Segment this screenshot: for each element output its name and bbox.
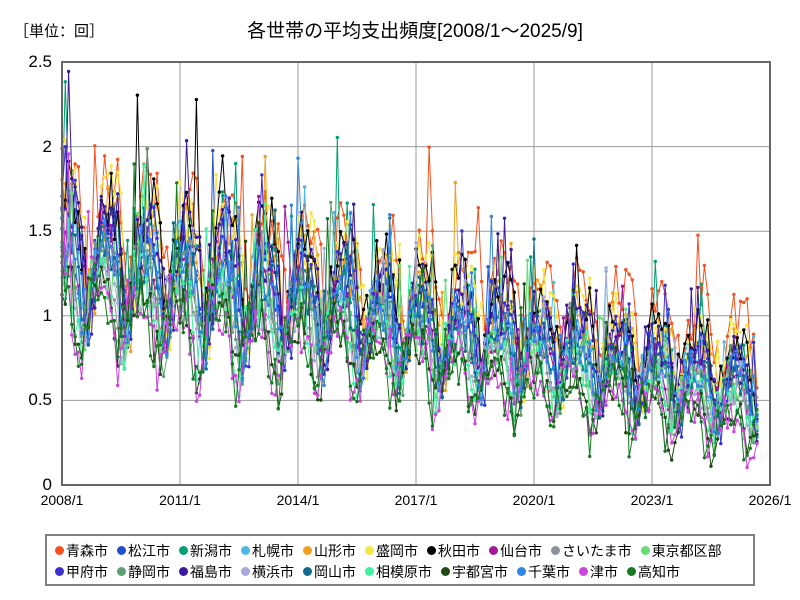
- legend-label: 福島市: [190, 563, 232, 580]
- legend-row: 青森市 松江市 新潟市 札幌市 山形市 盛岡市 秋田市 仙台市 さいたま市 東京都区部: [55, 540, 747, 561]
- legend-marker-icon: [117, 546, 126, 555]
- data-series: [60, 162, 759, 462]
- legend-marker-icon: [365, 567, 374, 576]
- legend-marker-icon: [441, 567, 450, 576]
- legend-label: 札幌市: [252, 542, 294, 559]
- legend-item[interactable]: 山形市: [303, 544, 356, 558]
- legend-marker-icon: [640, 546, 650, 555]
- legend-label: 甲府市: [66, 563, 108, 580]
- chart-title: 各世帯の平均支出頻度[2008/1〜2025/9]: [247, 21, 583, 42]
- legend-label: 千葉市: [528, 563, 570, 580]
- x-axis-tick-label: 2008/1: [40, 492, 84, 508]
- x-axis-tick-label: 2017/1: [394, 492, 438, 508]
- legend-label: 松江市: [128, 542, 170, 559]
- legend-label: 東京都区部: [651, 542, 722, 559]
- legend-label: 岡山市: [314, 563, 356, 580]
- series-layer: [60, 69, 759, 470]
- legend-marker-icon: [179, 567, 188, 576]
- legend-marker-icon: [551, 546, 560, 555]
- legend-item[interactable]: 札幌市: [241, 544, 294, 558]
- legend-label: 宇都宮市: [452, 563, 508, 580]
- legend-item[interactable]: 新潟市: [179, 544, 232, 558]
- legend-item[interactable]: 静岡市: [117, 565, 170, 579]
- legend-item[interactable]: さいたま市: [551, 544, 632, 558]
- legend-item[interactable]: 青森市: [55, 544, 108, 558]
- legend-label: 高知市: [638, 563, 680, 580]
- plot-frame: [61, 61, 771, 486]
- legend-item[interactable]: 千葉市: [517, 565, 570, 579]
- legend-item[interactable]: 横浜市: [241, 565, 294, 579]
- legend-label: 静岡市: [128, 563, 170, 580]
- legend-marker-icon: [303, 567, 312, 576]
- legend-item[interactable]: 津市: [579, 565, 618, 579]
- legend-marker-icon: [179, 546, 188, 555]
- legend-marker-icon: [241, 567, 250, 576]
- x-axis-tick-label: 2026/1: [748, 492, 792, 508]
- legend-label: 山形市: [314, 542, 356, 559]
- y-axis-tick-label: 2.5: [28, 52, 52, 71]
- legend-label: 秋田市: [438, 542, 480, 559]
- unit-label: ［単位：回］: [14, 23, 105, 40]
- legend-marker-icon: [517, 567, 526, 576]
- y-axis-tick-label: 1.5: [28, 221, 52, 241]
- legend-item[interactable]: 盛岡市: [365, 544, 418, 558]
- legend-label: さいたま市: [562, 542, 632, 559]
- legend-marker-icon: [303, 546, 312, 555]
- legend-marker-icon: [365, 546, 374, 555]
- y-axis-tick-label: 2: [42, 136, 52, 156]
- legend-item[interactable]: 高知市: [627, 565, 680, 579]
- legend-item[interactable]: 松江市: [117, 544, 170, 558]
- legend-label: 盛岡市: [376, 542, 418, 559]
- legend-label: 相模原市: [376, 563, 432, 580]
- legend-label: 津市: [590, 563, 618, 580]
- legend-marker-icon: [55, 546, 64, 555]
- x-axis-tick-label: 2023/1: [630, 492, 674, 508]
- legend-item[interactable]: 甲府市: [55, 565, 108, 579]
- legend-item[interactable]: 福島市: [179, 565, 232, 579]
- legend-item[interactable]: 岡山市: [303, 565, 356, 579]
- x-axis-tick-label: 2020/1: [512, 492, 556, 508]
- legend-marker-icon: [241, 546, 250, 555]
- legend-label: 仙台市: [500, 542, 542, 559]
- legend: 青森市 松江市 新潟市 札幌市 山形市 盛岡市 秋田市 仙台市 さいたま市 東京都区部 甲府市 静岡…: [45, 534, 755, 586]
- legend-label: 横浜市: [252, 563, 294, 580]
- legend-item[interactable]: 相模原市: [365, 565, 432, 579]
- legend-item[interactable]: 東京都区部: [640, 542, 722, 559]
- legend-marker-icon: [579, 567, 588, 576]
- legend-marker-icon: [427, 546, 436, 555]
- legend-label: 新潟市: [190, 542, 232, 559]
- legend-marker-icon: [627, 567, 636, 576]
- x-axis-tick-label: 2014/1: [276, 492, 320, 508]
- legend-marker-icon: [55, 567, 64, 576]
- y-axis-tick-label: 0: [42, 475, 52, 494]
- legend-marker-icon: [489, 546, 498, 555]
- x-axis-tick-label: 2011/1: [159, 492, 201, 508]
- legend-item[interactable]: 仙台市: [489, 544, 542, 558]
- legend-label: 青森市: [66, 542, 108, 559]
- y-axis-tick-label: 0.5: [28, 390, 52, 410]
- legend-row: 甲府市 静岡市 福島市 横浜市 岡山市 相模原市 宇都宮市 千葉市 津市 高知市: [55, 561, 747, 582]
- legend-item[interactable]: 秋田市: [427, 544, 480, 558]
- legend-item[interactable]: 宇都宮市: [441, 565, 508, 579]
- y-axis-tick-label: 1: [42, 305, 52, 325]
- legend-marker-icon: [117, 567, 126, 576]
